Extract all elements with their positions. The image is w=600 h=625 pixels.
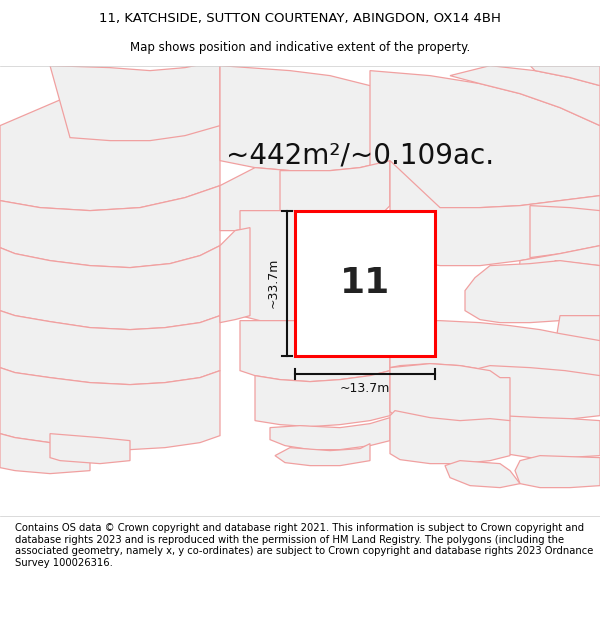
Polygon shape bbox=[390, 161, 600, 266]
Polygon shape bbox=[275, 444, 370, 466]
Polygon shape bbox=[515, 456, 600, 488]
Polygon shape bbox=[555, 261, 600, 311]
Polygon shape bbox=[450, 66, 600, 126]
Polygon shape bbox=[530, 66, 600, 86]
Polygon shape bbox=[530, 206, 600, 258]
Text: 11: 11 bbox=[340, 266, 390, 300]
Text: ~13.7m: ~13.7m bbox=[340, 382, 390, 394]
Text: ~442m²/~0.109ac.: ~442m²/~0.109ac. bbox=[226, 142, 494, 169]
Polygon shape bbox=[50, 61, 220, 141]
Polygon shape bbox=[390, 364, 510, 428]
Polygon shape bbox=[50, 434, 130, 464]
Polygon shape bbox=[515, 246, 600, 314]
Polygon shape bbox=[0, 311, 220, 384]
Polygon shape bbox=[445, 461, 520, 488]
Polygon shape bbox=[555, 316, 600, 351]
Text: Map shows position and indicative extent of the property.: Map shows position and indicative extent… bbox=[130, 41, 470, 54]
Polygon shape bbox=[220, 228, 250, 322]
Polygon shape bbox=[390, 321, 600, 388]
Polygon shape bbox=[220, 168, 290, 231]
Polygon shape bbox=[510, 346, 600, 388]
Polygon shape bbox=[0, 368, 220, 449]
Polygon shape bbox=[295, 211, 435, 356]
Polygon shape bbox=[370, 71, 600, 208]
Polygon shape bbox=[450, 366, 600, 422]
Polygon shape bbox=[280, 161, 390, 229]
Text: ~33.7m: ~33.7m bbox=[267, 258, 280, 308]
Polygon shape bbox=[240, 211, 390, 324]
Polygon shape bbox=[465, 261, 600, 322]
Polygon shape bbox=[270, 418, 390, 449]
Polygon shape bbox=[488, 416, 600, 457]
Polygon shape bbox=[390, 411, 510, 464]
Polygon shape bbox=[255, 371, 390, 427]
Polygon shape bbox=[0, 186, 220, 268]
Polygon shape bbox=[240, 321, 390, 382]
Polygon shape bbox=[0, 61, 220, 211]
Polygon shape bbox=[0, 246, 220, 329]
Polygon shape bbox=[0, 434, 90, 474]
Text: Contains OS data © Crown copyright and database right 2021. This information is : Contains OS data © Crown copyright and d… bbox=[15, 523, 593, 568]
Polygon shape bbox=[220, 66, 390, 171]
Text: 11, KATCHSIDE, SUTTON COURTENAY, ABINGDON, OX14 4BH: 11, KATCHSIDE, SUTTON COURTENAY, ABINGDO… bbox=[99, 12, 501, 25]
